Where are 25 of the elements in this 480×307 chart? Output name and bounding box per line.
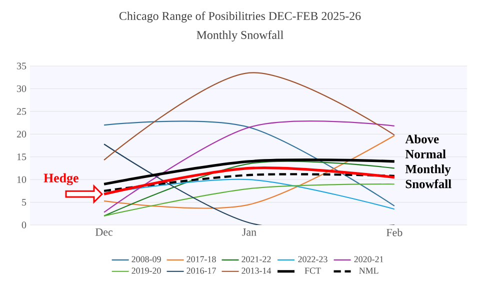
legend-label: 2016-17	[186, 268, 216, 274]
y-tick-label: 30	[17, 85, 26, 92]
y-tick-label: 15	[17, 154, 26, 160]
y-tick-label: 5	[22, 198, 26, 206]
x-tick-label: Feb	[386, 228, 402, 236]
y-tick-label: 10	[17, 176, 26, 183]
legend-label: 2022-23	[298, 256, 328, 262]
y-tick-label: 0	[22, 222, 26, 228]
legend-label: FCT	[304, 268, 321, 274]
legend-label: 2013-14	[242, 268, 272, 274]
x-tick-label: Dec	[96, 228, 113, 236]
legend-label: NML	[359, 268, 378, 274]
chart-subtitle: Monthly Snowfall	[196, 30, 284, 42]
legend-label: 2017-18	[186, 256, 216, 262]
chart-title: Chicago Range of Posibilitries DEC-FEB 2025-26	[119, 11, 361, 22]
legend-label: 2020-21	[354, 256, 384, 262]
x-tick-label: Jan	[242, 228, 256, 236]
y-tick-label: 20	[16, 130, 26, 138]
y-tick-label: 25	[16, 108, 26, 115]
legend-label: 2008-09	[132, 256, 161, 262]
annotation: Hedge	[44, 173, 78, 186]
legend-label: 2021-22	[242, 256, 271, 262]
annotation: Above Normal Monthly Snowfall	[405, 134, 452, 188]
y-tick-label: 35	[17, 62, 26, 70]
legend-label: 2019-20	[132, 268, 161, 274]
